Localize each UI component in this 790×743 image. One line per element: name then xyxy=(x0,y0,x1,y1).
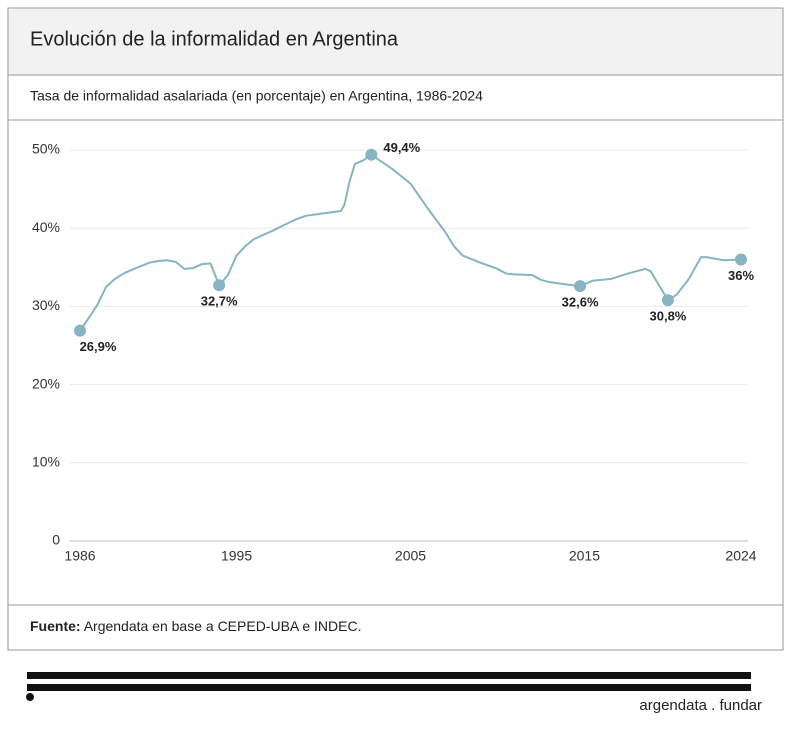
highlight-point xyxy=(735,253,747,266)
y-tick-label: 40% xyxy=(32,219,60,235)
brand-dot xyxy=(26,693,34,701)
x-tick-label: 2015 xyxy=(569,548,600,564)
source-text: Argendata en base a CEPED-UBA e INDEC. xyxy=(84,618,362,634)
chart-subtitle: Tasa de informalidad asalariada (en porc… xyxy=(30,88,483,104)
x-tick-label: 1995 xyxy=(221,548,252,564)
y-tick-label: 30% xyxy=(32,297,60,313)
x-tick-label: 2024 xyxy=(725,548,756,564)
value-label: 36% xyxy=(728,268,754,283)
value-label: 32,6% xyxy=(562,295,599,310)
value-label: 26,9% xyxy=(80,339,117,354)
frame xyxy=(7,7,784,651)
x-tick-label: 2005 xyxy=(395,548,426,564)
chart-title: Evolución de la informalidad en Argentin… xyxy=(30,28,399,50)
value-label: 49,4% xyxy=(383,140,420,155)
highlight-point xyxy=(661,294,674,307)
value-label: 30,8% xyxy=(650,309,687,324)
highlight-point xyxy=(74,324,86,337)
value-label: 32,7% xyxy=(201,294,238,309)
brand: argendata . fundar xyxy=(639,697,762,714)
brand-bar xyxy=(27,684,751,691)
highlight-point xyxy=(574,280,587,293)
highlight-point xyxy=(365,148,378,161)
x-tick-label: 1986 xyxy=(64,548,95,564)
highlight-point xyxy=(213,279,226,292)
y-tick-label: 20% xyxy=(32,375,60,391)
y-tick-label: 10% xyxy=(32,454,60,470)
source: Fuente: Argendata en base a CEPED-UBA e … xyxy=(30,618,362,634)
title-band xyxy=(7,7,784,76)
y-tick-label: 0 xyxy=(52,532,60,548)
brand-bar xyxy=(27,672,751,679)
y-tick-label: 50% xyxy=(32,141,60,157)
source-label: Fuente: xyxy=(30,618,81,634)
